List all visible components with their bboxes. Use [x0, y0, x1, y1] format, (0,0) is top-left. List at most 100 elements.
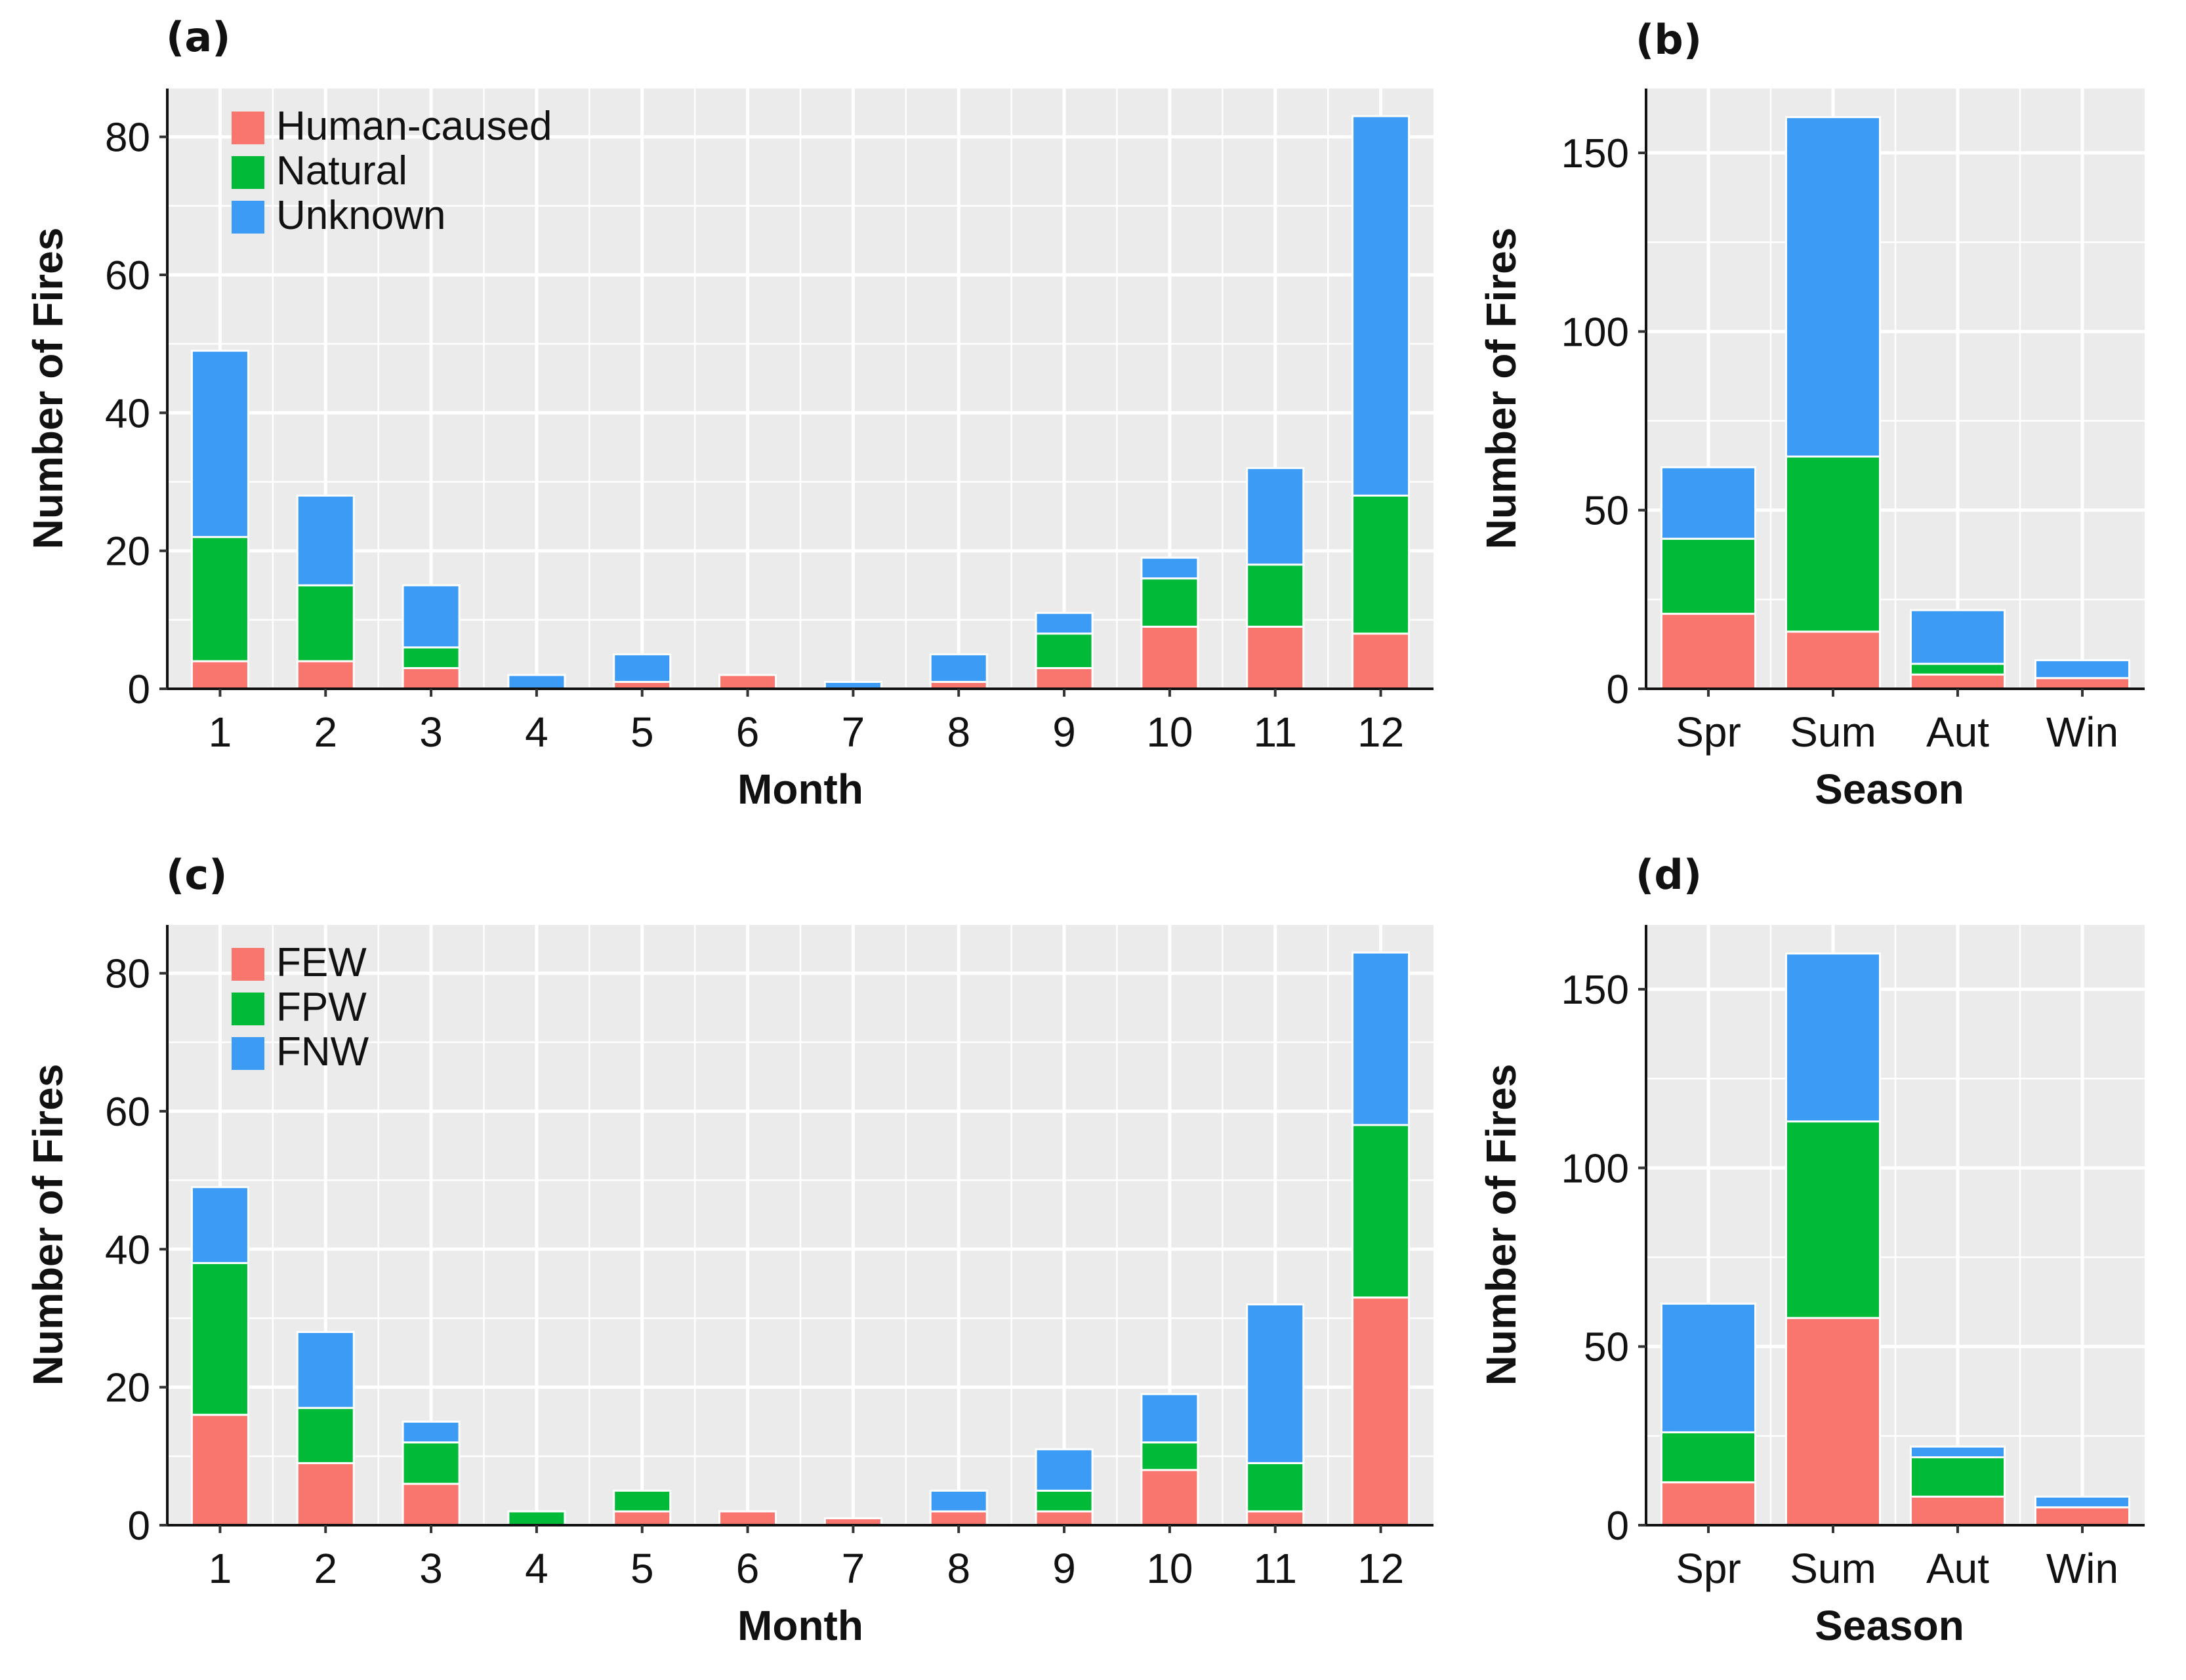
- y-tick-label: 0: [128, 1504, 150, 1549]
- y-tick-label: 60: [105, 253, 150, 298]
- bar-segment-few-Aut: [1910, 1495, 2006, 1526]
- bar-segment-fpw-Aut: [1910, 1456, 2006, 1498]
- y-axis-title: Number of Fires: [24, 228, 72, 550]
- bar-segment-human-caused-Win: [2034, 677, 2130, 690]
- bar-segment-few-6: [718, 1510, 777, 1526]
- bar-segment-unknown-3: [402, 584, 461, 649]
- bar-segment-unknown-5: [613, 653, 672, 683]
- bar-segment-fpw-Spr: [1660, 1431, 1756, 1484]
- bar-segment-fnw-Win: [2034, 1495, 2130, 1509]
- bar-segment-unknown-10: [1140, 556, 1199, 580]
- x-tick-label: 6: [736, 708, 760, 756]
- bar-segment-human-caused-11: [1246, 625, 1305, 690]
- y-axis-title: Number of Fires: [24, 1064, 72, 1386]
- bar-segment-fnw-9: [1035, 1448, 1094, 1492]
- x-tick-label: 7: [842, 1545, 865, 1592]
- bar-segment-fnw-3: [402, 1420, 461, 1444]
- y-tick-label: 0: [1607, 667, 1629, 712]
- bar-segment-natural-2: [296, 584, 355, 663]
- bar-segment-fpw-Sum: [1785, 1120, 1881, 1319]
- bar-segment-fnw-11: [1246, 1303, 1305, 1464]
- panel-label: (d): [1636, 851, 1702, 899]
- bar-segment-fpw-10: [1140, 1441, 1199, 1471]
- bar-segment-few-Win: [2034, 1506, 2130, 1526]
- y-tick-label: 150: [1561, 131, 1629, 176]
- x-tick-label: 6: [736, 1545, 760, 1592]
- bar-segment-fnw-8: [929, 1489, 988, 1513]
- x-axis-title: Season: [1815, 766, 1964, 813]
- bar-segment-fnw-1: [190, 1186, 249, 1264]
- panel-label: (c): [166, 851, 227, 899]
- x-tick-label: 1: [209, 708, 232, 756]
- bar-segment-fnw-Aut: [1910, 1445, 2006, 1459]
- bar-segment-fnw-12: [1351, 951, 1411, 1126]
- legend-swatch: [232, 993, 264, 1025]
- y-tick-label: 20: [105, 529, 150, 575]
- x-tick-label: Spr: [1676, 708, 1741, 756]
- panel-label: (a): [166, 13, 231, 61]
- bar-segment-fpw-9: [1035, 1489, 1094, 1513]
- bar-segment-human-caused-1: [190, 660, 249, 690]
- legend-swatch: [232, 156, 264, 189]
- bar-segment-human-caused-Aut: [1910, 673, 2006, 690]
- bar-segment-human-caused-10: [1140, 625, 1199, 690]
- legend-label: Natural: [276, 148, 407, 194]
- x-tick-label: 3: [419, 1545, 443, 1592]
- bar-segment-fnw-2: [296, 1331, 355, 1409]
- bar-segment-unknown-Sum: [1785, 116, 1881, 458]
- y-tick-label: 150: [1561, 968, 1629, 1013]
- x-tick-label: 4: [525, 1545, 548, 1592]
- x-tick-label: 10: [1146, 708, 1193, 756]
- x-tick-label: Aut: [1926, 708, 1989, 756]
- x-tick-label: 5: [630, 708, 654, 756]
- bar-segment-fpw-2: [296, 1406, 355, 1464]
- bar-segment-fpw-5: [613, 1489, 672, 1513]
- bar-segment-human-caused-Spr: [1660, 613, 1756, 690]
- y-tick-label: 100: [1561, 1146, 1629, 1191]
- x-tick-label: Sum: [1790, 708, 1876, 756]
- x-tick-label: 3: [419, 708, 443, 756]
- bar-segment-natural-Sum: [1785, 455, 1881, 633]
- x-axis-title: Season: [1815, 1602, 1964, 1649]
- bar-segment-unknown-11: [1246, 466, 1305, 566]
- bar-segment-natural-9: [1035, 632, 1094, 669]
- bar-segment-human-caused-2: [296, 660, 355, 690]
- panel-label: (b): [1636, 16, 1702, 64]
- y-axis-title: Number of Fires: [1477, 1064, 1525, 1386]
- bar-segment-human-caused-9: [1035, 666, 1094, 690]
- legend-label: FNW: [276, 1029, 369, 1075]
- bar-segment-human-caused-Sum: [1785, 630, 1881, 690]
- legend-swatch: [232, 948, 264, 981]
- bar-segment-few-10: [1140, 1469, 1199, 1526]
- legend-swatch: [232, 1037, 264, 1070]
- bar-segment-fpw-4: [507, 1510, 566, 1526]
- bar-segment-unknown-1: [190, 350, 249, 539]
- x-tick-label: Sum: [1790, 1545, 1876, 1592]
- bar-segment-unknown-12: [1351, 115, 1411, 497]
- x-tick-label: 2: [314, 708, 337, 756]
- x-axis-title: Month: [737, 1602, 863, 1649]
- bar-segment-fpw-12: [1351, 1124, 1411, 1299]
- bar-segment-few-11: [1246, 1510, 1305, 1526]
- bar-segment-unknown-Win: [2034, 659, 2130, 680]
- bar-segment-unknown-Spr: [1660, 466, 1756, 540]
- bar-segment-fnw-Sum: [1785, 953, 1881, 1123]
- panel-b: 0 50 100 150 Spr Sum Aut Win Season Number of Fir…: [1477, 16, 2145, 813]
- bar-segment-few-9: [1035, 1510, 1094, 1526]
- x-tick-label: 9: [1052, 708, 1076, 756]
- legend-label: Unknown: [276, 193, 445, 238]
- legend-label: FEW: [276, 940, 367, 985]
- y-tick-label: 60: [105, 1090, 150, 1135]
- bar-segment-few-Sum: [1785, 1317, 1881, 1526]
- bar-segment-fnw-10: [1140, 1393, 1199, 1444]
- bar-segment-few-1: [190, 1414, 249, 1526]
- bar-segment-few-2: [296, 1462, 355, 1526]
- x-tick-label: Aut: [1926, 1545, 1989, 1592]
- y-tick-label: 0: [128, 667, 150, 712]
- x-tick-label: Win: [2046, 708, 2118, 756]
- legend-swatch: [232, 112, 264, 144]
